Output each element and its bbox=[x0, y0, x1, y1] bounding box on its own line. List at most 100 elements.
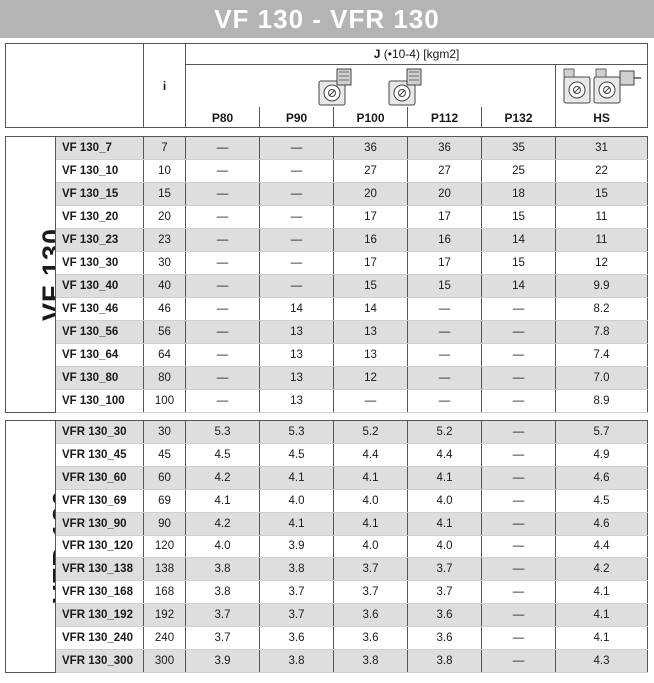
value-cell: — bbox=[333, 389, 408, 413]
value-cell: 14 bbox=[333, 297, 408, 321]
ratio-cell: 100 bbox=[143, 389, 186, 413]
group-label: VFR 130 bbox=[5, 420, 56, 673]
value-cell: 8.2 bbox=[555, 297, 648, 321]
ratio-cell: 7 bbox=[143, 136, 186, 160]
value-cell: 4.0 bbox=[333, 489, 408, 513]
value-cell: 7.8 bbox=[555, 320, 648, 344]
value-cell: 17 bbox=[333, 205, 408, 229]
model-cell: VFR 130_69 bbox=[55, 489, 144, 513]
value-cell: 35 bbox=[481, 136, 556, 160]
table-row: VF 130_46 46—14 14— —8.2 bbox=[6, 297, 648, 321]
value-cell: 4.2 bbox=[185, 466, 260, 490]
value-cell: 4.1 bbox=[333, 466, 408, 490]
model-cell: VF 130_80 bbox=[55, 366, 144, 390]
value-cell: 4.1 bbox=[185, 489, 260, 513]
value-cell: 15 bbox=[555, 182, 648, 206]
value-cell: — bbox=[481, 489, 556, 513]
worm-gear-motor-icon bbox=[388, 68, 421, 106]
value-cell: — bbox=[481, 443, 556, 467]
value-cell: 18 bbox=[481, 182, 556, 206]
value-cell: 5.2 bbox=[407, 420, 482, 444]
value-cell: — bbox=[481, 535, 556, 559]
value-cell: 3.6 bbox=[259, 626, 334, 651]
value-cell: 14 bbox=[259, 297, 334, 321]
motor-icons bbox=[185, 64, 556, 107]
model-cell: VFR 130_138 bbox=[55, 557, 144, 582]
value-cell: 13 bbox=[259, 389, 334, 413]
ratio-header: i bbox=[143, 43, 186, 128]
value-cell: — bbox=[259, 159, 334, 183]
table-row: VF 130_30 30— —17 17 15 12 bbox=[6, 251, 648, 275]
value-cell: 4.9 bbox=[555, 443, 648, 467]
value-cell: 14 bbox=[481, 274, 556, 298]
value-cell: 15 bbox=[481, 205, 556, 229]
value-cell: — bbox=[185, 274, 260, 298]
group-label: VF 130 bbox=[5, 136, 56, 413]
table-row: VF 130_80 80—13 12— —7.0 bbox=[6, 366, 648, 390]
ratio-cell: 168 bbox=[143, 580, 186, 605]
page-title: VF 130 - VFR 130 bbox=[0, 0, 654, 38]
inertia-header: J (•10-4) [kgm2] bbox=[184, 43, 649, 65]
value-cell: 4.0 bbox=[407, 535, 482, 559]
value-cell: 4.1 bbox=[259, 512, 334, 536]
value-cell: 5.2 bbox=[333, 420, 408, 444]
model-cell: VFR 130_30 bbox=[55, 420, 144, 444]
ratio-cell: 120 bbox=[143, 535, 186, 559]
value-cell: 3.7 bbox=[259, 603, 334, 628]
table-row: VFR 130_120 120 4.0 3.9 4.0 4.0—4.4 bbox=[6, 535, 648, 559]
header-blank bbox=[5, 43, 144, 128]
vfr-130-table: VFR 130 VFR 130_30 30 5.3 5.3 5.2 5.2—5.7 VFR 1… bbox=[5, 420, 648, 673]
value-cell: 7.0 bbox=[555, 366, 648, 390]
value-cell: 4.1 bbox=[555, 580, 648, 605]
model-cell: VF 130_64 bbox=[55, 343, 144, 367]
value-cell: 36 bbox=[333, 136, 408, 160]
model-cell: VF 130_100 bbox=[55, 389, 144, 413]
value-cell: 7.4 bbox=[555, 343, 648, 367]
table-row: VFR 130 VFR 130_30 30 5.3 5.3 5.2 5.2—5.7 bbox=[5, 420, 648, 673]
worm-gear-motor-icon bbox=[318, 68, 351, 106]
value-cell: 5.3 bbox=[259, 420, 334, 444]
value-cell: — bbox=[185, 205, 260, 229]
col-header: P100 bbox=[333, 107, 408, 128]
table-row: VF 130_64 64—13 13— —7.4 bbox=[6, 343, 648, 367]
table-row: VFR 130_300 300 3.9 3.8 3.8 3.8—4.3 bbox=[6, 649, 648, 673]
value-cell: — bbox=[185, 159, 260, 183]
double-reducer-icon bbox=[563, 68, 641, 104]
value-cell: 3.7 bbox=[333, 580, 408, 605]
value-cell: 3.7 bbox=[407, 557, 482, 582]
value-cell: 12 bbox=[333, 366, 408, 390]
value-cell: 22 bbox=[555, 159, 648, 183]
value-cell: 4.1 bbox=[407, 512, 482, 536]
inertia-symbol: J bbox=[373, 47, 381, 61]
value-cell: 4.6 bbox=[555, 512, 648, 536]
value-cell: — bbox=[259, 251, 334, 275]
table-row: VF 130_100 100—13— — —8.9 bbox=[6, 389, 648, 413]
table-row: VF 130_10 10— —27 27 25 22 bbox=[6, 159, 648, 183]
value-cell: 11 bbox=[555, 228, 648, 252]
table-row: VFR 130_192 192 3.7 3.7 3.6 3.6—4.1 bbox=[6, 603, 648, 628]
table-row: VFR 130_168 168 3.8 3.7 3.7 3.7—4.1 bbox=[6, 580, 648, 605]
ratio-cell: 15 bbox=[143, 182, 186, 206]
model-cell: VF 130_56 bbox=[55, 320, 144, 344]
value-cell: 4.1 bbox=[555, 603, 648, 628]
value-cell: 3.6 bbox=[407, 626, 482, 651]
value-cell: — bbox=[185, 320, 260, 344]
value-cell: 3.6 bbox=[333, 626, 408, 651]
value-cell: 5.7 bbox=[555, 420, 648, 444]
ratio-cell: 30 bbox=[143, 420, 186, 444]
ratio-cell: 23 bbox=[143, 228, 186, 252]
value-cell: — bbox=[185, 389, 260, 413]
value-cell: — bbox=[259, 274, 334, 298]
value-cell: — bbox=[481, 649, 556, 673]
value-cell: — bbox=[259, 205, 334, 229]
value-cell: 4.5 bbox=[259, 443, 334, 467]
value-cell: 3.8 bbox=[185, 557, 260, 582]
value-cell: 3.8 bbox=[259, 649, 334, 673]
value-cell: 14 bbox=[481, 228, 556, 252]
value-cell: 4.5 bbox=[555, 489, 648, 513]
value-cell: 4.4 bbox=[407, 443, 482, 467]
value-cell: 4.4 bbox=[555, 535, 648, 559]
value-cell: 13 bbox=[259, 366, 334, 390]
table-row: VFR 130_90 90 4.2 4.1 4.1 4.1—4.6 bbox=[6, 512, 648, 536]
table-row: VFR 130_240 240 3.7 3.6 3.6 3.6—4.1 bbox=[6, 626, 648, 651]
